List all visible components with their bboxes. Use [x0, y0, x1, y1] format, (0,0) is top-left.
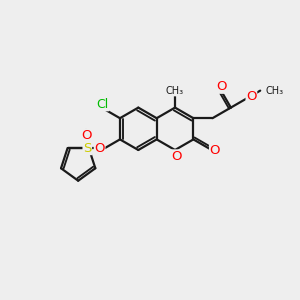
Text: Cl: Cl: [96, 98, 109, 111]
Text: O: O: [217, 80, 227, 93]
Text: O: O: [246, 90, 257, 103]
Text: CH₃: CH₃: [166, 86, 184, 96]
Text: S: S: [83, 142, 92, 154]
Text: O: O: [94, 142, 105, 154]
Text: O: O: [81, 130, 92, 142]
Text: O: O: [210, 144, 220, 157]
Text: O: O: [171, 150, 182, 163]
Text: CH₃: CH₃: [266, 85, 284, 96]
